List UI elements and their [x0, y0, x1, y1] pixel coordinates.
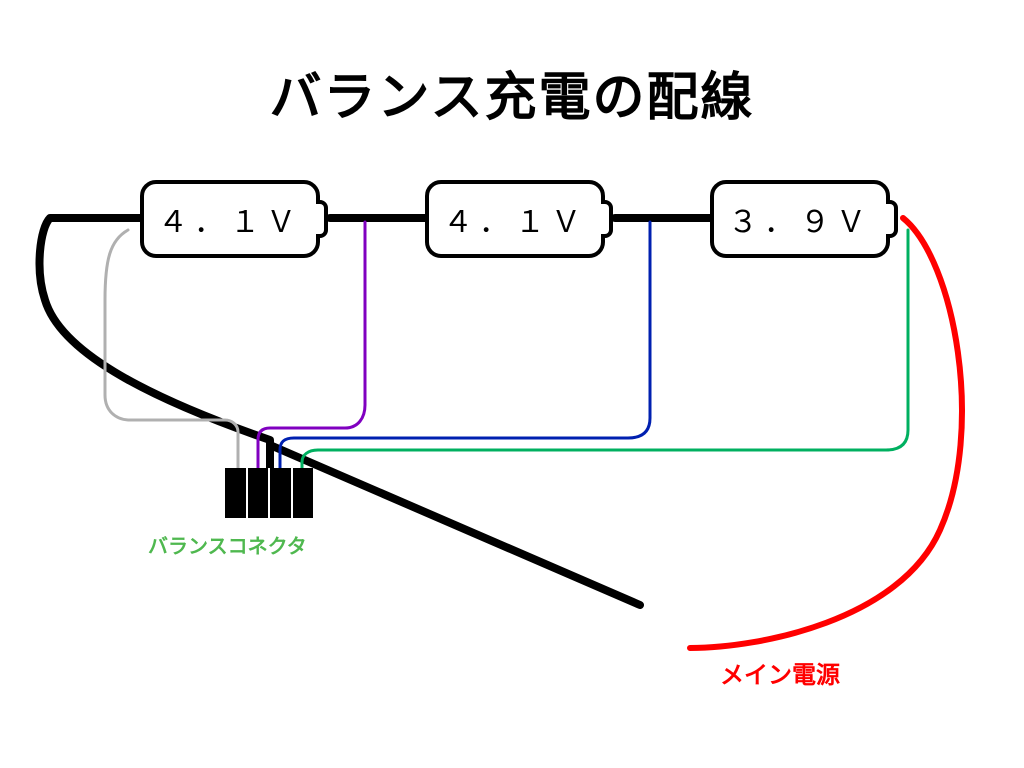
balance-connector-label: バランスコネクタ	[148, 530, 307, 559]
wiring-svg	[0, 0, 1024, 768]
balance-connector	[225, 468, 313, 518]
wire-group	[40, 218, 962, 648]
battery-cell-3: ３．９Ｖ	[710, 180, 890, 258]
connector-pin	[248, 468, 271, 518]
wire-blue	[280, 222, 650, 468]
wire-black-main	[40, 218, 640, 605]
battery-cell-2: ４．１Ｖ	[425, 180, 605, 258]
battery-cell-1: ４．１Ｖ	[140, 180, 320, 258]
wire-purple	[258, 222, 365, 468]
connector-pin	[225, 468, 248, 518]
connector-pin	[270, 468, 293, 518]
main-power-label: メイン電源	[720, 655, 840, 690]
wire-green	[302, 230, 908, 468]
wire-gray	[105, 230, 238, 468]
wire-red	[690, 218, 962, 648]
connector-pin	[293, 468, 314, 518]
